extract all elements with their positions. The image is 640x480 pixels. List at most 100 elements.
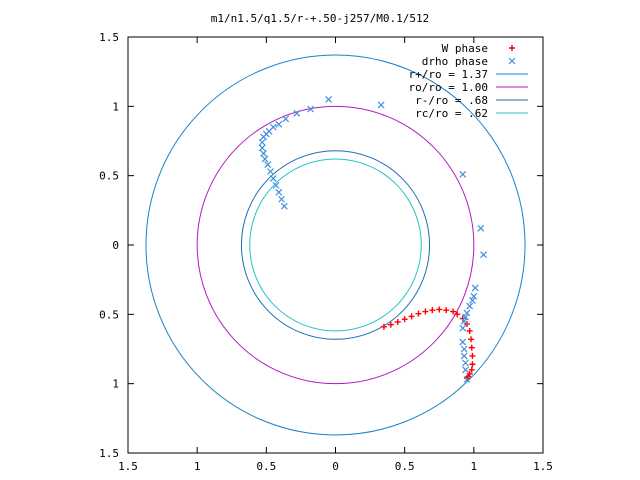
cross-marker	[275, 188, 283, 196]
w-phase-point	[443, 307, 450, 314]
x-tick-label: 1.5	[533, 460, 553, 473]
circle-r+-mark	[145, 54, 526, 436]
cross-marker	[460, 317, 468, 325]
circle-ro-mark	[196, 105, 475, 385]
plus-marker	[468, 344, 475, 351]
drho-phase-point	[460, 345, 468, 353]
cross-marker	[280, 202, 288, 210]
y-tick-label: 1	[112, 100, 119, 113]
drho-phase-point	[307, 105, 315, 113]
w-phase-point	[466, 327, 473, 334]
drho-phase-point	[275, 188, 283, 196]
plus-marker	[466, 327, 473, 334]
x-tick-label: 0.5	[256, 460, 276, 473]
cross-marker	[469, 297, 476, 304]
w-phase-point	[408, 313, 415, 320]
plus-marker	[468, 336, 475, 343]
cross-marker	[463, 309, 471, 317]
plus-marker	[408, 313, 415, 320]
w-phase-point	[454, 311, 461, 318]
drho-phase-point	[267, 168, 274, 175]
cross-marker	[275, 120, 283, 128]
cross-marker	[460, 352, 468, 360]
circle-rc-mark	[249, 158, 422, 332]
drho-phase-point	[471, 284, 479, 292]
drho-phase-point	[463, 309, 471, 317]
drho-phase-point	[480, 251, 487, 259]
w-phase-point	[450, 308, 457, 315]
plus-marker	[380, 323, 387, 330]
legend-label: r-/ro = .68	[415, 94, 488, 107]
cross-marker	[459, 324, 467, 332]
cross-marker	[463, 376, 471, 383]
drho-phase-point	[260, 150, 267, 157]
drho-phase-point	[462, 359, 469, 367]
w-phase-point	[469, 352, 476, 359]
cross-marker	[282, 115, 290, 123]
y-tick-label: 1	[112, 378, 119, 391]
plus-marker	[387, 321, 394, 328]
x-tick-label: 0.5	[395, 460, 415, 473]
w-phase-point	[469, 361, 476, 368]
w-phase-point	[429, 307, 436, 314]
drho-phase-point	[264, 161, 272, 168]
plus-marker	[415, 310, 422, 317]
w-phase-point	[415, 310, 422, 317]
y-tick-label: 0.5	[99, 170, 119, 183]
plus-marker	[394, 318, 401, 325]
drho-phase-point	[293, 109, 301, 117]
drho-phase-point	[466, 302, 474, 310]
drho-phase-point	[272, 181, 280, 189]
chart-title: m1/n1.5/q1.5/r-+.50-j257/M0.1/512	[211, 12, 430, 25]
w-phase-point	[468, 366, 475, 373]
legend-plus-swatch	[509, 45, 515, 51]
drho-phase-point	[258, 144, 266, 152]
drho-phase-point	[462, 313, 469, 321]
legend-cross-swatch	[508, 57, 516, 65]
legend-label: rc/ro = .62	[415, 107, 488, 120]
plus-marker	[429, 307, 436, 314]
drho-phase-point	[258, 138, 266, 146]
w-phase-point	[468, 344, 475, 351]
w-phase-point	[387, 321, 394, 328]
w-phase-point	[401, 316, 408, 323]
drho-phase-point	[269, 123, 277, 131]
legend-label: W phase	[442, 42, 488, 55]
w-phase-point	[436, 306, 443, 313]
plus-marker	[469, 361, 476, 368]
cross-marker	[462, 313, 469, 321]
cross-marker	[307, 105, 315, 113]
y-tick-label: 0.5	[99, 308, 119, 321]
plus-marker	[469, 352, 476, 359]
drho-phase-point	[469, 297, 476, 304]
plus-marker	[468, 366, 475, 373]
drho-phase-point	[459, 170, 467, 178]
w-phase-point	[422, 308, 429, 315]
plus-marker	[422, 308, 429, 315]
drho-phase-point	[275, 120, 283, 128]
plus-marker	[443, 307, 450, 314]
cross-marker	[258, 144, 266, 152]
drho-phase-point	[280, 202, 288, 210]
drho-phase-point	[377, 101, 385, 109]
cross-marker	[293, 109, 301, 117]
legend-label: drho phase	[422, 55, 488, 68]
w-phase-point	[394, 318, 401, 325]
x-tick-label: 1.5	[118, 460, 138, 473]
plus-marker	[436, 306, 443, 313]
drho-phase-point	[460, 317, 468, 325]
cross-marker	[462, 359, 469, 367]
drho-phase-point	[459, 324, 467, 332]
y-tick-label: 1.5	[99, 31, 119, 44]
x-tick-label: 0	[332, 460, 339, 473]
y-tick-label: 0	[112, 239, 119, 252]
cross-marker	[261, 155, 269, 163]
circle-series	[145, 54, 526, 436]
cross-marker	[459, 170, 467, 178]
legend-label: ro/ro = 1.00	[409, 81, 488, 94]
x-tick-label: 1	[471, 460, 478, 473]
cross-marker	[260, 150, 267, 157]
plus-marker	[450, 308, 457, 315]
drho-phase-point	[460, 352, 468, 360]
